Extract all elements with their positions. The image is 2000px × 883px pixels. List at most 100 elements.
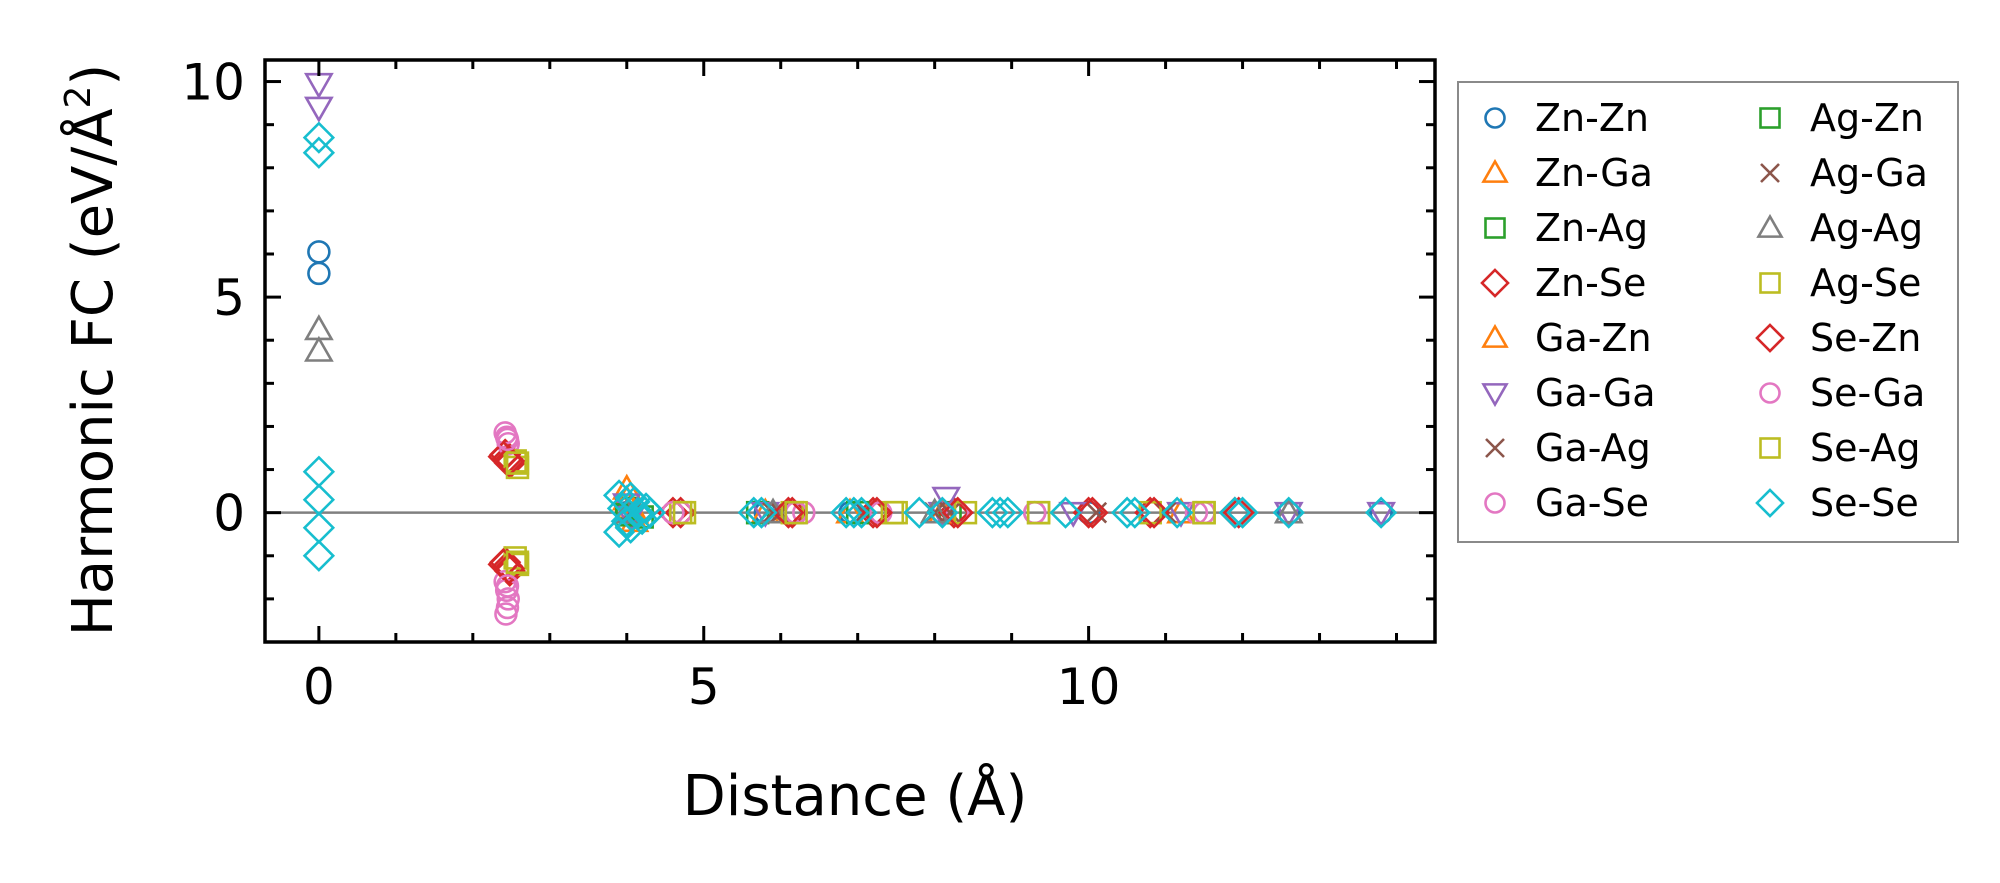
legend-label: Zn-Ga xyxy=(1535,151,1653,195)
legend-label: Se-Se xyxy=(1810,481,1919,525)
data-point xyxy=(1272,496,1305,529)
data-point xyxy=(983,496,1017,529)
data-point xyxy=(303,314,334,341)
data-point xyxy=(737,496,770,529)
legend-marker xyxy=(1480,268,1510,298)
legend-item: Ag-Zn xyxy=(1759,96,1924,140)
legend-marker xyxy=(1481,158,1509,183)
y-axis-label-main: Harmonic FC (eV/Å xyxy=(60,108,126,636)
data-point xyxy=(941,496,974,529)
plot-area: 0 5 10 0 5 10 xyxy=(181,54,1437,716)
legend-marker xyxy=(1484,107,1506,129)
legend-item: Zn-Ga xyxy=(1481,151,1653,195)
data-point xyxy=(303,96,334,123)
data-point xyxy=(784,500,808,525)
data-point xyxy=(903,496,936,529)
legend-label: Ga-Ag xyxy=(1535,426,1651,470)
data-point xyxy=(1192,500,1216,525)
legend-label: Se-Ag xyxy=(1810,426,1921,470)
data-point xyxy=(495,427,520,452)
legend-label: Ag-Se xyxy=(1810,261,1921,305)
legend-marker xyxy=(1481,323,1509,348)
data-point xyxy=(503,449,527,473)
data-point xyxy=(1110,496,1144,529)
legend-marker xyxy=(1759,437,1781,459)
plot-frame xyxy=(263,58,1437,644)
data-point xyxy=(1049,496,1082,529)
data-point xyxy=(302,121,336,154)
data-point xyxy=(307,261,331,286)
data-point xyxy=(1076,496,1109,529)
data-point xyxy=(622,496,655,529)
x-tick-label: 5 xyxy=(688,658,720,716)
legend-label: Ag-Ag xyxy=(1810,206,1923,250)
data-point xyxy=(1222,496,1255,529)
legend-marker xyxy=(1756,213,1784,238)
data-point xyxy=(1160,496,1194,529)
legend-marker xyxy=(1484,217,1506,239)
legend-item: Ga-Se xyxy=(1484,481,1649,525)
data-point xyxy=(1366,501,1397,528)
data-point xyxy=(1273,501,1304,528)
series-ga-ga xyxy=(303,72,1397,533)
data-point xyxy=(1026,500,1051,525)
data-point xyxy=(1218,496,1252,529)
data-point xyxy=(926,496,959,529)
legend-marker xyxy=(1485,438,1505,458)
data-point xyxy=(302,539,336,572)
data-point xyxy=(602,515,636,549)
data-point xyxy=(505,451,530,475)
data-point xyxy=(614,511,647,544)
data-point xyxy=(837,496,870,529)
legend-item: Zn-Se xyxy=(1480,261,1646,305)
series-zn-zn xyxy=(307,240,1393,525)
legend-marker xyxy=(1484,492,1506,514)
data-point xyxy=(307,240,331,264)
y-tick-label: 0 xyxy=(213,485,245,543)
data-point xyxy=(830,496,863,529)
legend-label: Ga-Zn xyxy=(1535,316,1652,360)
data-point xyxy=(845,496,878,529)
data-point xyxy=(303,72,334,99)
legend-item: Zn-Ag xyxy=(1484,206,1648,250)
legend-label: Ag-Zn xyxy=(1810,96,1924,140)
series-ag-ag xyxy=(303,314,1304,524)
x-tick-label: 10 xyxy=(1057,658,1121,716)
axis-ticks xyxy=(265,60,1435,644)
legend-marker xyxy=(1755,323,1785,353)
data-point xyxy=(1226,496,1259,529)
y-axis-label-close: ) xyxy=(61,64,126,86)
y-tick-label: 5 xyxy=(213,269,245,327)
data-point xyxy=(633,496,667,529)
legend-item: Ag-Ga xyxy=(1760,151,1928,195)
legend-marker xyxy=(1759,107,1781,129)
x-axis-label: Distance (Å) xyxy=(683,763,1028,829)
data-point xyxy=(939,501,961,524)
data-point xyxy=(626,502,659,536)
legend-label: Se-Ga xyxy=(1810,371,1925,415)
data-point xyxy=(302,511,336,544)
legend-label: Zn-Ag xyxy=(1535,206,1648,250)
data-point xyxy=(302,136,336,169)
y-axis-label: Harmonic FC (eV/Å2) xyxy=(58,64,126,637)
data-point xyxy=(772,496,805,529)
data-point xyxy=(1154,501,1177,524)
legend-item: Ag-Se xyxy=(1759,261,1921,305)
legend-item: Ga-Ag xyxy=(1485,426,1651,470)
data-point xyxy=(492,552,526,585)
legend-marker xyxy=(1759,382,1781,404)
legend-label: Ga-Ga xyxy=(1535,371,1656,415)
legend-item: Se-Zn xyxy=(1755,316,1921,360)
legend-item: Zn-Zn xyxy=(1484,96,1649,140)
data-point xyxy=(1364,496,1398,529)
x-tick-label: 0 xyxy=(303,658,335,716)
legend-marker xyxy=(1759,272,1781,294)
legend-item: Se-Se xyxy=(1755,481,1919,525)
legend-label: Zn-Zn xyxy=(1535,96,1649,140)
data-point xyxy=(302,483,336,516)
data-point xyxy=(614,481,647,514)
data-point xyxy=(1085,501,1108,524)
series-se-se xyxy=(302,121,1398,572)
data-point xyxy=(991,496,1024,529)
